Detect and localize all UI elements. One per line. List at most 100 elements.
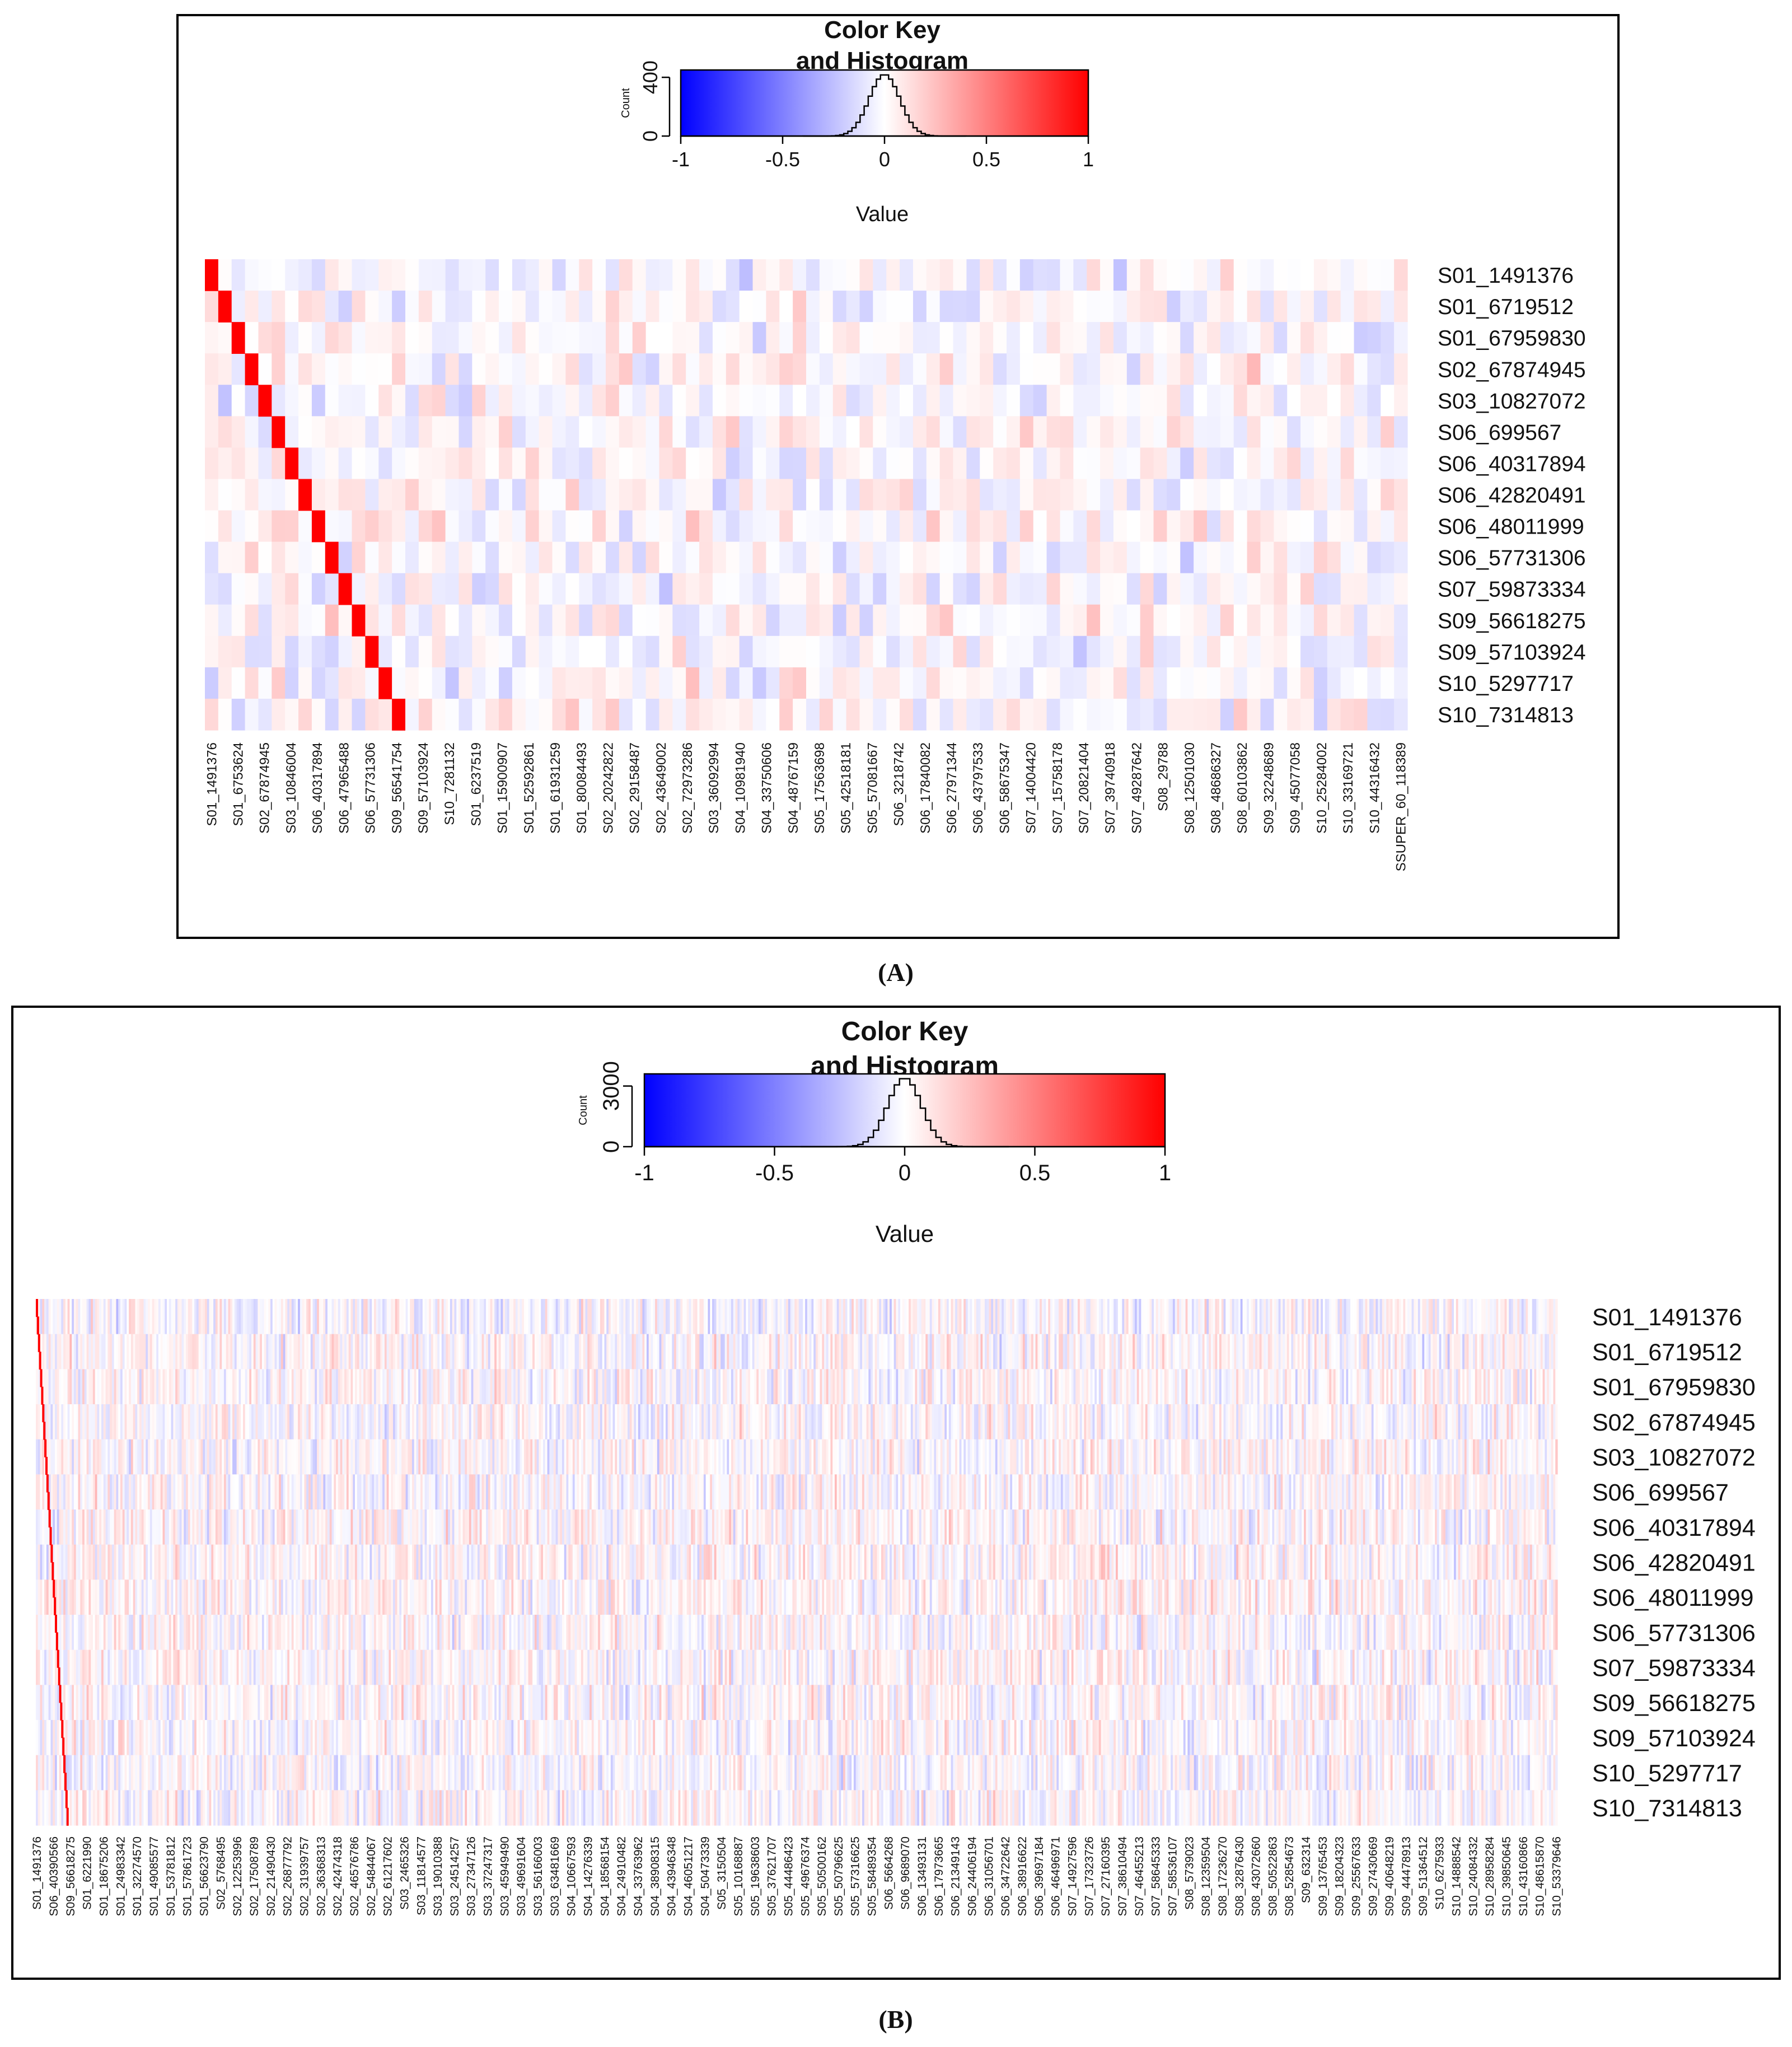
- heatmap-cell: [1424, 1299, 1427, 1335]
- heatmap-cell: [1242, 1299, 1245, 1335]
- heatmap-cell: [948, 1299, 952, 1335]
- heatmap-cell: [365, 604, 379, 637]
- heatmap-cell: [1373, 1299, 1376, 1335]
- heatmap-cell: [361, 1334, 364, 1370]
- heatmap-cell: [989, 1369, 991, 1405]
- heatmap-diagonal-cell: [325, 541, 339, 574]
- heatmap-cell: [632, 541, 647, 574]
- heatmap-cell: [886, 541, 900, 574]
- heatmap-cell: [886, 259, 900, 291]
- heatmap-cell: [859, 447, 873, 480]
- row-label: S06_699567: [1438, 420, 1561, 445]
- heatmap-cell: [898, 1404, 901, 1440]
- heatmap-cell: [1149, 1404, 1152, 1440]
- heatmap-cell: [739, 447, 754, 480]
- heatmap-cell: [963, 1299, 966, 1335]
- heatmap-cell: [399, 1439, 402, 1475]
- heatmap-cell: [1300, 416, 1314, 448]
- heatmap-cell: [565, 510, 579, 543]
- heatmap-cell: [61, 1299, 64, 1335]
- heatmap-cell: [724, 1334, 728, 1370]
- heatmap-cell: [258, 291, 272, 323]
- heatmap-cell: [472, 259, 486, 291]
- heatmap-cell: [432, 322, 446, 354]
- heatmap-cell: [1007, 541, 1021, 574]
- heatmap-cell: [939, 479, 954, 511]
- heatmap-cell: [268, 1404, 271, 1440]
- heatmap-cell: [114, 1334, 117, 1370]
- heatmap-cell: [1439, 1334, 1442, 1370]
- heatmap-cell: [1071, 1369, 1074, 1405]
- heatmap-cell: [1105, 1299, 1108, 1335]
- heatmap-cell: [378, 1334, 381, 1370]
- heatmap-cell: [699, 1334, 702, 1370]
- heatmap-cell: [80, 1369, 83, 1405]
- heatmap-cell: [699, 1299, 702, 1335]
- heatmap-cell: [893, 1404, 897, 1440]
- heatmap-cell: [1510, 1369, 1514, 1405]
- heatmap-cell: [653, 1404, 656, 1440]
- heatmap-cell: [846, 447, 860, 480]
- key-y-tick-label: 400: [639, 60, 662, 94]
- heatmap-cell: [1092, 1369, 1095, 1405]
- heatmap-cell: [726, 479, 740, 511]
- heatmap-cell: [1094, 1299, 1097, 1335]
- heatmap-cell: [1233, 479, 1248, 511]
- heatmap-cell: [184, 1299, 186, 1335]
- heatmap-cell: [887, 1369, 890, 1405]
- panel-a: Color Key and Histogram -1 -0.5 0 0.5 10400 …: [176, 14, 1620, 939]
- heatmap-cell: [289, 1369, 292, 1405]
- heatmap-cell: [312, 1334, 315, 1370]
- heatmap-cell: [549, 1334, 552, 1370]
- heatmap-cell: [967, 1439, 971, 1475]
- heatmap-cell: [420, 1404, 423, 1440]
- heatmap-cell: [1439, 1299, 1442, 1335]
- heatmap-cell: [759, 1439, 761, 1475]
- heatmap-cell: [551, 1334, 554, 1370]
- heatmap-cell: [999, 1299, 1002, 1335]
- heatmap-cell: [1073, 1299, 1076, 1335]
- heatmap-cell: [420, 1439, 423, 1475]
- heatmap-cell: [1035, 1439, 1038, 1475]
- heatmap-cell: [1054, 1439, 1057, 1475]
- heatmap-cell: [558, 1299, 560, 1335]
- heatmap-cell: [606, 635, 620, 668]
- heatmap-cell: [1073, 353, 1087, 385]
- heatmap-cell: [73, 1369, 77, 1405]
- heatmap-cell: [325, 259, 339, 291]
- heatmap-cell: [336, 1404, 339, 1440]
- heatmap-cell: [1037, 1299, 1040, 1335]
- heatmap-cell: [1405, 1404, 1408, 1440]
- heatmap-cell: [346, 1439, 349, 1475]
- heatmap-cell: [509, 1299, 512, 1335]
- heatmap-cell: [1354, 510, 1368, 543]
- heatmap-cell: [1375, 1404, 1378, 1440]
- heatmap-cell: [365, 573, 379, 605]
- heatmap-cell: [1354, 541, 1368, 574]
- heatmap-cell: [828, 1369, 831, 1405]
- heatmap-cell: [1242, 1439, 1245, 1475]
- heatmap-cell: [283, 1439, 286, 1475]
- heatmap-cell: [793, 510, 807, 543]
- heatmap-cell: [1100, 573, 1114, 605]
- heatmap-cell: [1506, 1334, 1509, 1370]
- heatmap-cell: [507, 1404, 510, 1440]
- heatmap-cell: [389, 1404, 391, 1440]
- heatmap-cell: [1232, 1299, 1235, 1335]
- heatmap-cell: [672, 1299, 675, 1335]
- heatmap-cell: [1162, 1369, 1165, 1405]
- heatmap-cell: [336, 1334, 339, 1370]
- heatmap-cell: [1153, 1439, 1157, 1475]
- row-label: S02_67874945: [1438, 358, 1586, 382]
- heatmap-cell: [1084, 1439, 1087, 1475]
- heatmap-cell: [530, 1439, 533, 1475]
- heatmap-cell: [133, 1439, 136, 1475]
- heatmap-cell: [760, 1299, 764, 1335]
- heatmap-cell: [944, 1369, 947, 1405]
- heatmap-cell: [1490, 1369, 1492, 1405]
- heatmap-cell: [1010, 1299, 1013, 1335]
- heatmap-cell: [1321, 1404, 1323, 1440]
- heatmap-cell: [1392, 1404, 1395, 1440]
- heatmap-cell: [479, 1369, 483, 1405]
- heatmap-cell: [925, 1404, 928, 1440]
